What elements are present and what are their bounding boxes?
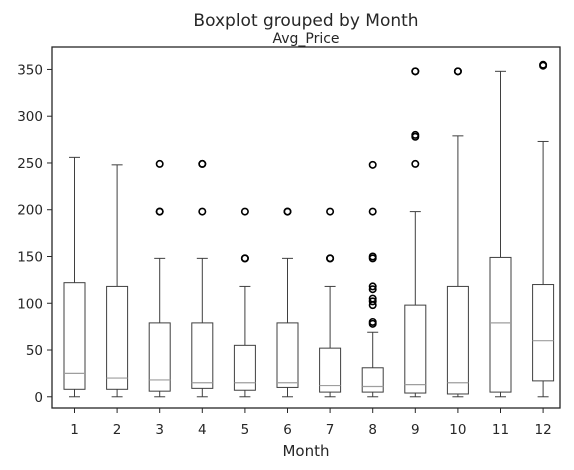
x-tick-label: 6 <box>283 422 292 438</box>
x-tick-label: 3 <box>155 422 164 438</box>
box-month-3 <box>148 159 171 398</box>
outlier-point <box>326 254 335 263</box>
box-month-1 <box>63 156 86 398</box>
x-tick-label: 5 <box>241 422 250 438</box>
y-tick-label: 200 <box>17 203 43 219</box>
box-month-5 <box>233 207 256 398</box>
x-tick-label: 10 <box>449 422 466 438</box>
x-tick-label: 9 <box>411 422 420 438</box>
y-tick-label: 250 <box>17 156 43 172</box>
outlier-point <box>368 317 377 326</box>
plot-frame <box>51 46 561 409</box>
x-tick-label: 8 <box>368 422 377 438</box>
outlier-point <box>155 159 164 168</box>
outlier-point <box>453 67 462 76</box>
x-tick-label: 1 <box>70 422 79 438</box>
y-tick-label: 300 <box>17 109 43 125</box>
outlier-point <box>411 159 420 168</box>
iqr-box <box>106 285 129 390</box>
box-month-4 <box>191 159 214 398</box>
outlier-point <box>198 207 207 216</box>
outlier-point <box>368 207 377 216</box>
x-axis-label: Month <box>282 442 329 460</box>
y-tick-label: 50 <box>26 343 43 359</box>
x-tick-label: 11 <box>492 422 509 438</box>
box-month-10 <box>446 67 469 398</box>
box-month-8 <box>361 160 384 398</box>
y-tick-label: 150 <box>17 249 43 265</box>
box-month-2 <box>106 164 129 398</box>
iqr-box <box>489 256 512 393</box>
box-month-7 <box>319 207 342 398</box>
iqr-box <box>532 284 555 382</box>
iqr-box <box>361 367 384 393</box>
outlier-point <box>368 297 377 306</box>
iqr-box <box>446 285 469 395</box>
chart-title: Boxplot grouped by Month <box>193 11 418 31</box>
y-tick-label: 0 <box>34 390 43 406</box>
x-tick-label: 7 <box>326 422 335 438</box>
outlier-point <box>368 282 377 291</box>
chart-subtitle: Avg_Price <box>272 31 339 47</box>
iqr-box <box>404 304 427 394</box>
x-tick-label: 2 <box>113 422 122 438</box>
outlier-point <box>368 252 377 261</box>
x-tick-label: 12 <box>535 422 552 438</box>
outlier-point <box>411 67 420 76</box>
iqr-box <box>191 322 214 389</box>
outlier-point <box>283 207 292 216</box>
outlier-point <box>368 285 377 294</box>
outlier-point <box>368 294 377 303</box>
outlier-point <box>240 254 249 263</box>
outlier-point <box>326 207 335 216</box>
iqr-box <box>233 344 256 391</box>
outlier-point <box>198 159 207 168</box>
plot-area <box>63 60 555 398</box>
outlier-point <box>411 130 420 139</box>
iqr-box <box>276 322 299 388</box>
y-tick-label: 350 <box>17 62 43 78</box>
outlier-point <box>155 207 164 216</box>
box-month-9 <box>404 67 427 398</box>
iqr-box <box>319 347 342 393</box>
outlier-point <box>539 60 548 69</box>
x-tick-label: 4 <box>198 422 207 438</box>
outlier-point <box>240 207 249 216</box>
iqr-box <box>148 322 171 392</box>
iqr-box <box>63 282 86 390</box>
box-month-12 <box>532 60 555 398</box>
outlier-point <box>368 160 377 169</box>
box-month-6 <box>276 207 299 398</box>
y-tick-label: 100 <box>17 296 43 312</box>
box-month-11 <box>489 70 512 398</box>
